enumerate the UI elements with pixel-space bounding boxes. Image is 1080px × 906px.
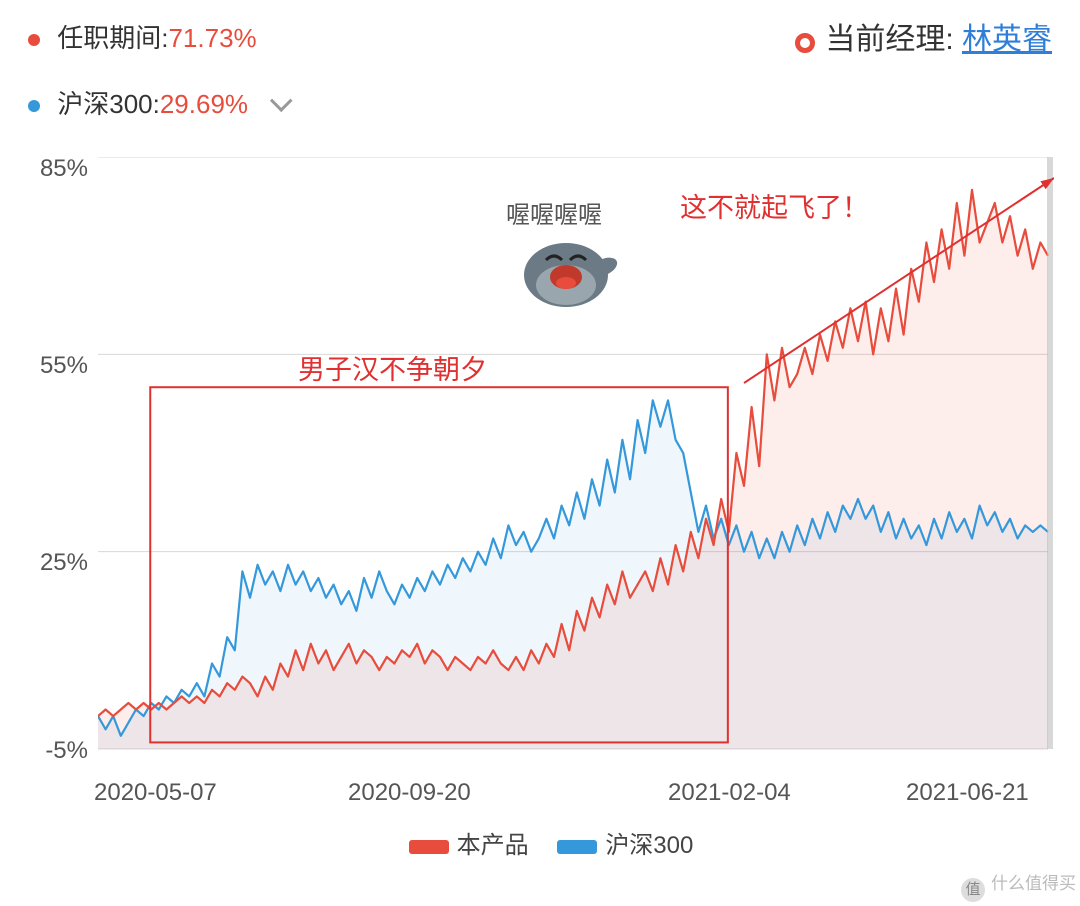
manager-label: 当前经理:	[825, 23, 962, 56]
series2-value: 29.69%	[160, 89, 248, 119]
series1-value: 71.73%	[168, 23, 256, 53]
series1-label: 任职期间:	[57, 23, 168, 53]
xtick-0: 2020-05-07	[94, 779, 217, 807]
svg-text:男子汉不争朝夕: 男子汉不争朝夕	[298, 355, 487, 385]
legend-bottom: 本产品 沪深300	[28, 825, 1052, 860]
ytick-25: 25%	[28, 549, 88, 577]
chart-area: 85% 55% 25% -5% 男子汉不争朝夕 这不就起飞了！ 喔喔喔喔 2020-…	[28, 157, 1052, 827]
legend-series-2[interactable]: 沪深300:29.69%	[28, 84, 1052, 121]
manager-link[interactable]: 林英睿	[962, 23, 1052, 56]
watermark-badge: 值	[961, 878, 985, 902]
ytick-55: 55%	[28, 352, 88, 380]
xtick-1: 2020-09-20	[348, 779, 471, 807]
ring-icon	[795, 33, 815, 53]
chevron-down-icon[interactable]	[270, 89, 293, 112]
xtick-3: 2021-06-21	[906, 779, 1029, 807]
svg-text:喔喔喔喔: 喔喔喔喔	[506, 202, 602, 229]
manager-info: 当前经理: 林英睿	[795, 14, 1052, 58]
series2-label: 沪深300:	[57, 89, 160, 119]
legend-series-1: 任职期间:71.73%	[28, 18, 257, 55]
watermark: 值什么值得买	[961, 869, 1076, 902]
line-chart-svg: 男子汉不争朝夕 这不就起飞了！ 喔喔喔喔	[98, 157, 1054, 807]
xtick-2: 2021-02-04	[668, 779, 791, 807]
dot-red-icon	[28, 34, 40, 46]
legend-item-1: 本产品	[457, 832, 529, 859]
dot-blue-icon	[28, 100, 40, 112]
watermark-text: 什么值得买	[991, 874, 1076, 893]
swatch-blue-icon	[557, 840, 597, 854]
ytick-85: 85%	[28, 155, 88, 183]
ytick-neg5: -5%	[28, 737, 88, 765]
swatch-red-icon	[409, 840, 449, 854]
legend-item-2: 沪深300	[605, 832, 693, 859]
svg-text:这不就起飞了！: 这不就起飞了！	[680, 193, 869, 223]
